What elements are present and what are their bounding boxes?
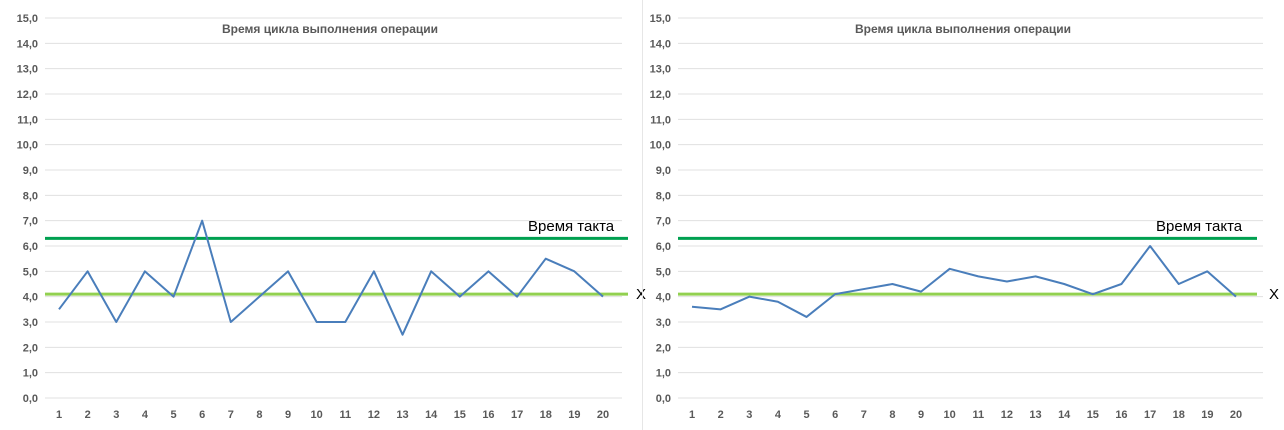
x-tick-label: 11	[339, 409, 351, 421]
x-tick-label: 3	[113, 409, 119, 421]
x-tick-label: 6	[199, 409, 205, 421]
chart-panel-left: Время цикла выполнения операции 0,0 1,0 2,…	[17, 13, 646, 421]
x-tick-label: 18	[1173, 409, 1185, 421]
chart-title: Время цикла выполнения операции	[855, 22, 1072, 36]
y-tick-label: 0,0	[656, 393, 671, 405]
y-tick-label: 13,0	[17, 64, 38, 76]
y-tick-label: 15,0	[17, 13, 38, 25]
y-tick-label: 4,0	[23, 292, 38, 304]
x-tick-label: 14	[425, 409, 438, 421]
x-tick-label: 20	[1230, 409, 1242, 421]
y-tick-label: 4,0	[656, 292, 671, 304]
y-tick-label: 7,0	[656, 216, 671, 228]
chart-right: 0,01,02,03,04,05,06,07,08,09,010,011,012…	[650, 13, 1263, 421]
x-tick-label: 4	[142, 409, 149, 421]
x-tick-label: 10	[311, 409, 323, 421]
y-tick-label: 11,0	[17, 114, 38, 126]
y-tick-label: 6,0	[656, 241, 671, 253]
x-tick-label: 2	[718, 409, 724, 421]
series-line	[691, 245, 1237, 318]
x-tick-label: 7	[861, 409, 867, 421]
x-tick-label: 19	[1201, 409, 1213, 421]
x-tick-label: 1	[689, 409, 695, 421]
takt-time-label: Время такта	[1156, 218, 1243, 235]
y-tick-label: 6,0	[23, 241, 38, 253]
y-tick-label: 5,0	[23, 266, 38, 278]
mean-label: X	[636, 286, 647, 303]
y-tick-label: 8,0	[656, 190, 671, 202]
y-tick-label: 11,0	[650, 114, 671, 126]
x-tick-label: 10	[944, 409, 956, 421]
y-tick-label: 10,0	[17, 140, 38, 152]
x-tick-label: 2	[85, 409, 91, 421]
x-tick-label: 16	[1115, 409, 1127, 421]
x-tick-label: 17	[1144, 409, 1156, 421]
y-tick-label: 14,0	[17, 38, 38, 50]
x-tick-label: 1	[56, 409, 62, 421]
y-tick-label: 3,0	[656, 317, 671, 329]
y-tick-label: 12,0	[650, 89, 671, 101]
x-tick-label: 8	[256, 409, 262, 421]
x-tick-label: 11	[972, 409, 984, 421]
x-tick-label: 12	[368, 409, 380, 421]
y-tick-label: 9,0	[656, 165, 671, 177]
y-tick-label: 1,0	[23, 368, 38, 380]
y-tick-label: 3,0	[23, 317, 38, 329]
mean-label: X	[1269, 286, 1280, 303]
x-tick-label: 6	[832, 409, 838, 421]
x-tick-label: 14	[1058, 409, 1071, 421]
y-tick-label: 7,0	[23, 216, 38, 228]
y-tick-label: 13,0	[650, 64, 671, 76]
y-tick-label: 8,0	[23, 190, 38, 202]
x-tick-label: 13	[396, 409, 408, 421]
x-tick-label: 20	[597, 409, 609, 421]
takt-time-label: Время такта	[528, 218, 615, 235]
x-tick-label: 15	[1087, 409, 1099, 421]
chart-panel-right: Время цикла выполнения операции 0,0 1,0 2,…	[642, 0, 1284, 430]
x-tick-label: 17	[511, 409, 523, 421]
x-tick-label: 7	[228, 409, 234, 421]
x-tick-label: 15	[454, 409, 466, 421]
y-tick-label: 5,0	[656, 266, 671, 278]
y-tick-label: 12,0	[17, 89, 38, 101]
x-tick-label: 5	[170, 409, 176, 421]
x-tick-label: 19	[568, 409, 580, 421]
y-tick-label: 2,0	[656, 342, 671, 354]
x-tick-label: 9	[918, 409, 924, 421]
chart-left: 0,01,02,03,04,05,06,07,08,09,010,011,012…	[17, 13, 628, 421]
series-line	[58, 219, 604, 336]
x-tick-label: 9	[285, 409, 291, 421]
y-tick-label: 9,0	[23, 165, 38, 177]
x-tick-label: 16	[482, 409, 494, 421]
y-tick-label: 0,0	[23, 393, 38, 405]
x-tick-label: 3	[746, 409, 752, 421]
x-tick-label: 5	[803, 409, 809, 421]
x-tick-label: 4	[775, 409, 782, 421]
y-tick-label: 14,0	[650, 38, 671, 50]
y-tick-label: 15,0	[650, 13, 671, 25]
x-tick-label: 18	[540, 409, 552, 421]
chart-title: Время цикла выполнения операции	[222, 22, 439, 36]
y-tick-label: 2,0	[23, 342, 38, 354]
y-tick-label: 10,0	[650, 140, 671, 152]
x-tick-label: 8	[889, 409, 895, 421]
x-tick-label: 12	[1001, 409, 1013, 421]
y-tick-label: 1,0	[656, 368, 671, 380]
x-tick-label: 13	[1029, 409, 1041, 421]
